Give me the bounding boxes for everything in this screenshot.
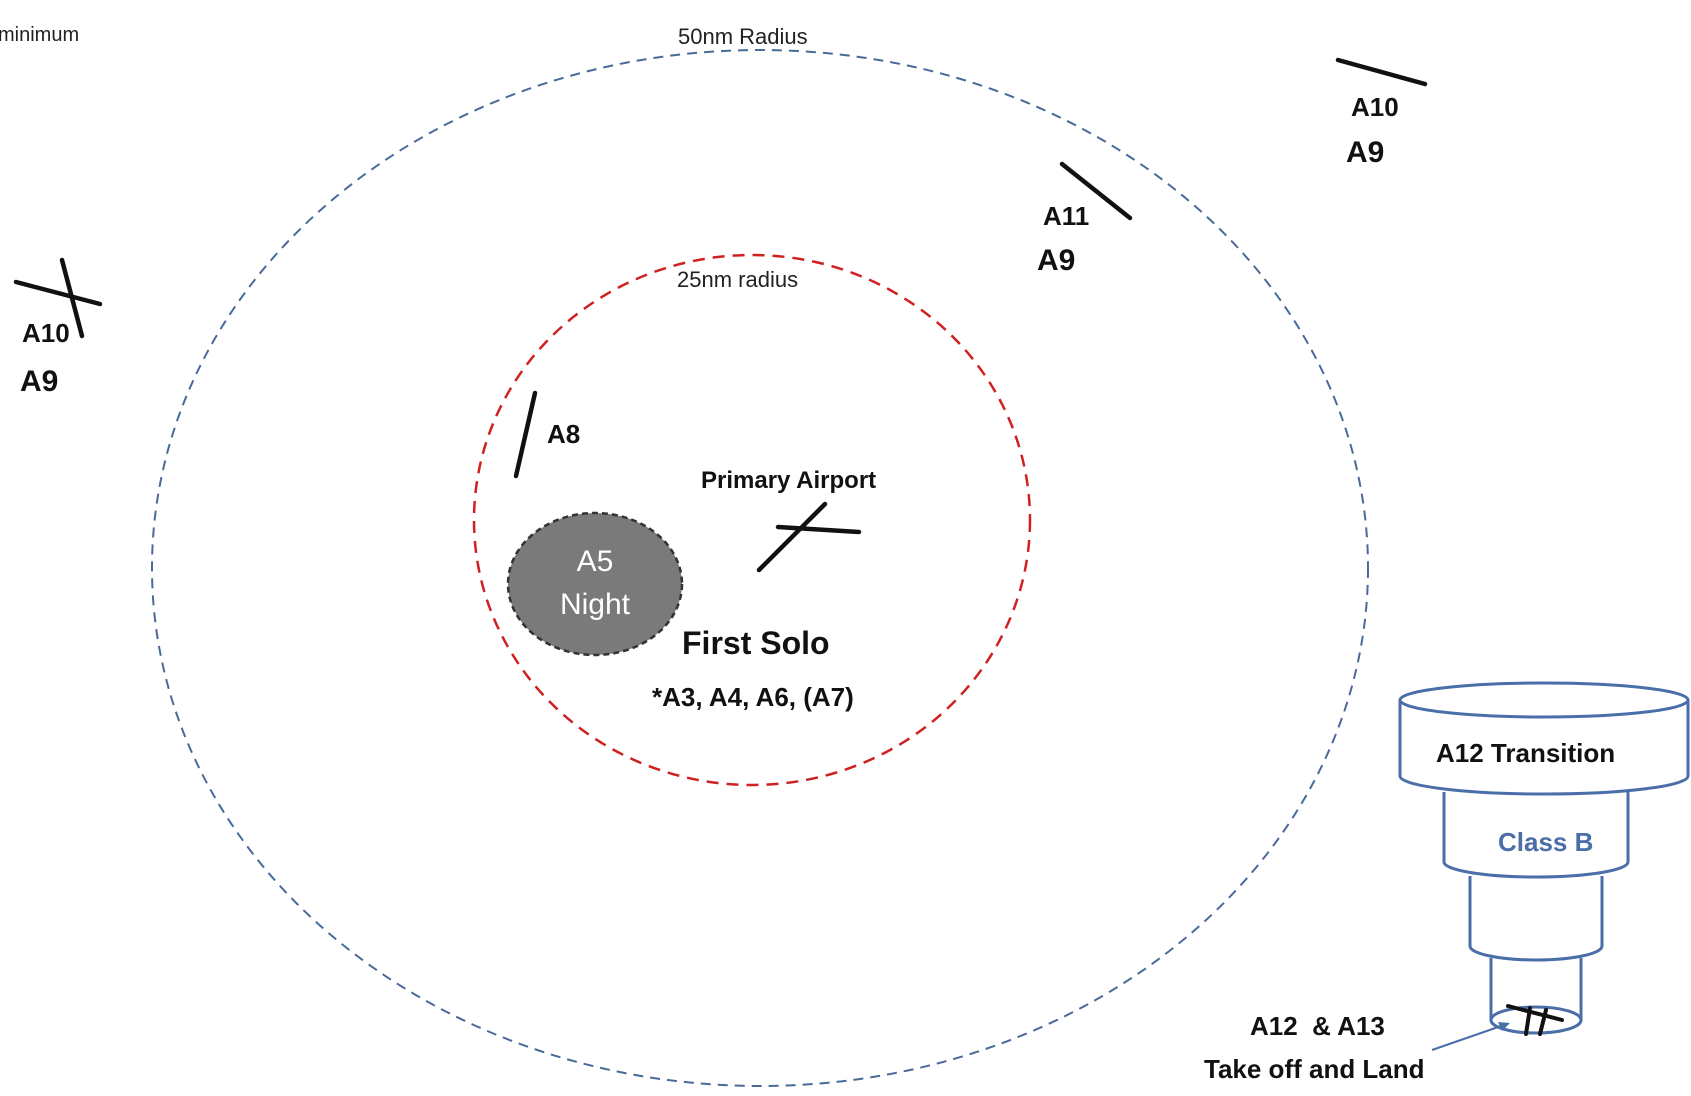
radius-50nm-ring xyxy=(151,49,1369,1087)
night-label: Night xyxy=(560,588,631,621)
class-b-label: Class B xyxy=(1498,827,1593,857)
class-b-airspace xyxy=(1398,681,1690,1035)
take-off-land-label: Take off and Land xyxy=(1204,1054,1425,1084)
a12-transition-label: A12 Transition xyxy=(1436,738,1615,768)
runway-a8 xyxy=(513,390,538,479)
a9-top-label: A9 xyxy=(1346,136,1384,169)
radius-25nm-label: 25nm radius xyxy=(677,267,798,292)
runway-a11 xyxy=(1059,161,1133,221)
a10-top-label: A10 xyxy=(1351,92,1399,122)
minimum-label: minimum xyxy=(0,24,79,46)
a5-label: A5 xyxy=(577,545,614,578)
take-off-land-arrowhead xyxy=(1498,1022,1510,1031)
radius-50nm-label: 50nm Radius xyxy=(678,24,808,49)
radius-25nm-ring xyxy=(472,253,1032,787)
take-off-land-pointer xyxy=(1431,1024,1505,1051)
runway-primary-airport xyxy=(756,501,862,573)
a11-label: A11 xyxy=(1043,201,1089,231)
runway-top-right xyxy=(1335,57,1428,87)
runway-left-cross xyxy=(13,257,103,339)
primary-airport-label: Primary Airport xyxy=(701,467,876,494)
first-solo-lessons-label: *A3, A4, A6, (A7) xyxy=(652,682,854,712)
first-solo-label: First Solo xyxy=(682,625,830,661)
a9-mid-label: A9 xyxy=(1037,244,1075,277)
a12-a13-label: A12 & A13 xyxy=(1250,1011,1385,1041)
a9-left-label: A9 xyxy=(20,365,58,398)
runway-class-b-airport xyxy=(1506,1004,1564,1036)
a10-left-label: A10 xyxy=(22,318,70,348)
night-area xyxy=(506,511,684,657)
a8-label: A8 xyxy=(547,419,580,449)
